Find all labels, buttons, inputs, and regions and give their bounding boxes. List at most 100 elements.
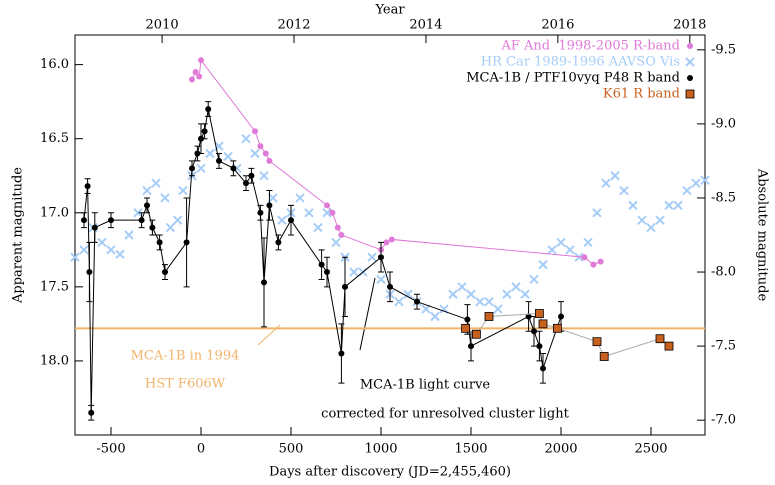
data-point bbox=[198, 135, 204, 142]
x-tick-label: 2500 bbox=[634, 442, 667, 457]
reference-label: MCA-1B in 1994 bbox=[131, 349, 240, 364]
data-point bbox=[257, 143, 264, 150]
data-point bbox=[531, 328, 537, 335]
data-point bbox=[138, 217, 145, 224]
data-point bbox=[673, 200, 683, 211]
y2-tick-label: -7.5 bbox=[711, 339, 736, 354]
y2-tick-label: -9.5 bbox=[711, 42, 736, 57]
data-point bbox=[536, 343, 543, 350]
data-point bbox=[172, 215, 183, 225]
x-tick-label: 1000 bbox=[364, 442, 397, 457]
x-tick-label: 0 bbox=[197, 442, 205, 457]
y-axis-label: Apparent magnitude bbox=[11, 167, 26, 304]
data-point bbox=[262, 150, 269, 157]
data-point bbox=[189, 76, 195, 83]
data-point bbox=[378, 254, 384, 261]
x2-axis-label: Year bbox=[374, 3, 405, 18]
data-point bbox=[682, 185, 692, 196]
data-point bbox=[388, 236, 395, 243]
legend-label: HR Car 1989-1996 AAVSO Vis bbox=[481, 55, 680, 70]
data-point bbox=[448, 289, 458, 299]
data-point bbox=[324, 269, 330, 276]
data-point bbox=[475, 296, 485, 307]
data-point bbox=[581, 254, 588, 261]
data-point bbox=[349, 267, 359, 277]
data-point bbox=[466, 289, 476, 299]
data-point bbox=[241, 133, 251, 144]
data-point bbox=[664, 341, 674, 351]
y-tick-label: 17.0 bbox=[40, 205, 69, 220]
data-point bbox=[313, 222, 323, 233]
data-point bbox=[484, 296, 494, 307]
data-point bbox=[261, 279, 267, 286]
data-point bbox=[338, 232, 345, 238]
data-point bbox=[619, 185, 629, 196]
data-point bbox=[86, 269, 93, 276]
data-point bbox=[597, 258, 604, 265]
data-point bbox=[178, 185, 188, 196]
data-point bbox=[198, 57, 204, 64]
data-point bbox=[151, 178, 161, 188]
y2-axis-label: Absolute magnitude bbox=[755, 168, 770, 302]
legend-marker bbox=[687, 43, 693, 49]
data-point bbox=[461, 323, 471, 333]
data-point bbox=[338, 350, 345, 357]
data-point bbox=[502, 289, 512, 299]
x2-tick-label: 2014 bbox=[409, 18, 442, 33]
x2-tick-label: 2016 bbox=[541, 18, 574, 33]
data-point bbox=[91, 224, 98, 231]
data-point bbox=[88, 409, 95, 416]
data-point bbox=[156, 239, 163, 246]
data-point bbox=[525, 313, 532, 320]
data-point bbox=[324, 202, 330, 209]
data-point bbox=[79, 245, 89, 255]
data-point bbox=[565, 245, 575, 255]
legend-marker bbox=[685, 89, 695, 99]
data-point bbox=[637, 215, 647, 225]
data-point bbox=[259, 171, 269, 181]
data-point bbox=[266, 157, 273, 164]
data-point bbox=[318, 261, 325, 268]
data-point bbox=[421, 304, 431, 314]
data-point bbox=[583, 237, 593, 248]
data-point bbox=[230, 165, 237, 172]
x-tick-label: 2000 bbox=[544, 442, 577, 457]
data-point bbox=[592, 208, 602, 218]
data-point bbox=[106, 245, 116, 255]
data-point bbox=[590, 261, 597, 268]
data-point bbox=[334, 224, 341, 231]
data-point bbox=[484, 312, 494, 321]
data-point bbox=[248, 172, 255, 179]
x2-tick-label: 2010 bbox=[146, 18, 179, 33]
data-point bbox=[124, 230, 134, 240]
data-point bbox=[329, 209, 336, 216]
data-point bbox=[464, 316, 471, 323]
plot-frame bbox=[74, 34, 706, 436]
y2-tick-label: -9.0 bbox=[711, 116, 736, 131]
legend-label: K61 R band bbox=[603, 87, 680, 102]
pointer bbox=[359, 277, 376, 351]
annotation: MCA-1B light curve bbox=[360, 378, 491, 393]
y2-tick-label: -8.0 bbox=[711, 265, 736, 280]
data-point bbox=[342, 283, 348, 290]
data-point bbox=[223, 151, 233, 162]
data-point bbox=[457, 282, 467, 292]
data-point bbox=[268, 193, 278, 203]
series-line bbox=[83, 108, 562, 413]
y-tick-label: 18.0 bbox=[40, 353, 69, 368]
data-point bbox=[133, 208, 143, 218]
data-point bbox=[556, 237, 566, 248]
data-point bbox=[84, 183, 91, 190]
data-point bbox=[115, 249, 125, 259]
data-point bbox=[266, 202, 273, 209]
data-point bbox=[430, 311, 440, 322]
reference-sublabel: HST F606W bbox=[145, 377, 226, 392]
x-tick-label: -500 bbox=[96, 442, 125, 457]
data-point bbox=[189, 165, 195, 172]
data-point bbox=[108, 217, 114, 224]
legend-marker bbox=[685, 57, 695, 67]
legend-label: MCA-1B / PTF10vyq P48 R band bbox=[466, 71, 680, 86]
data-point bbox=[142, 185, 152, 196]
data-point bbox=[304, 208, 314, 218]
